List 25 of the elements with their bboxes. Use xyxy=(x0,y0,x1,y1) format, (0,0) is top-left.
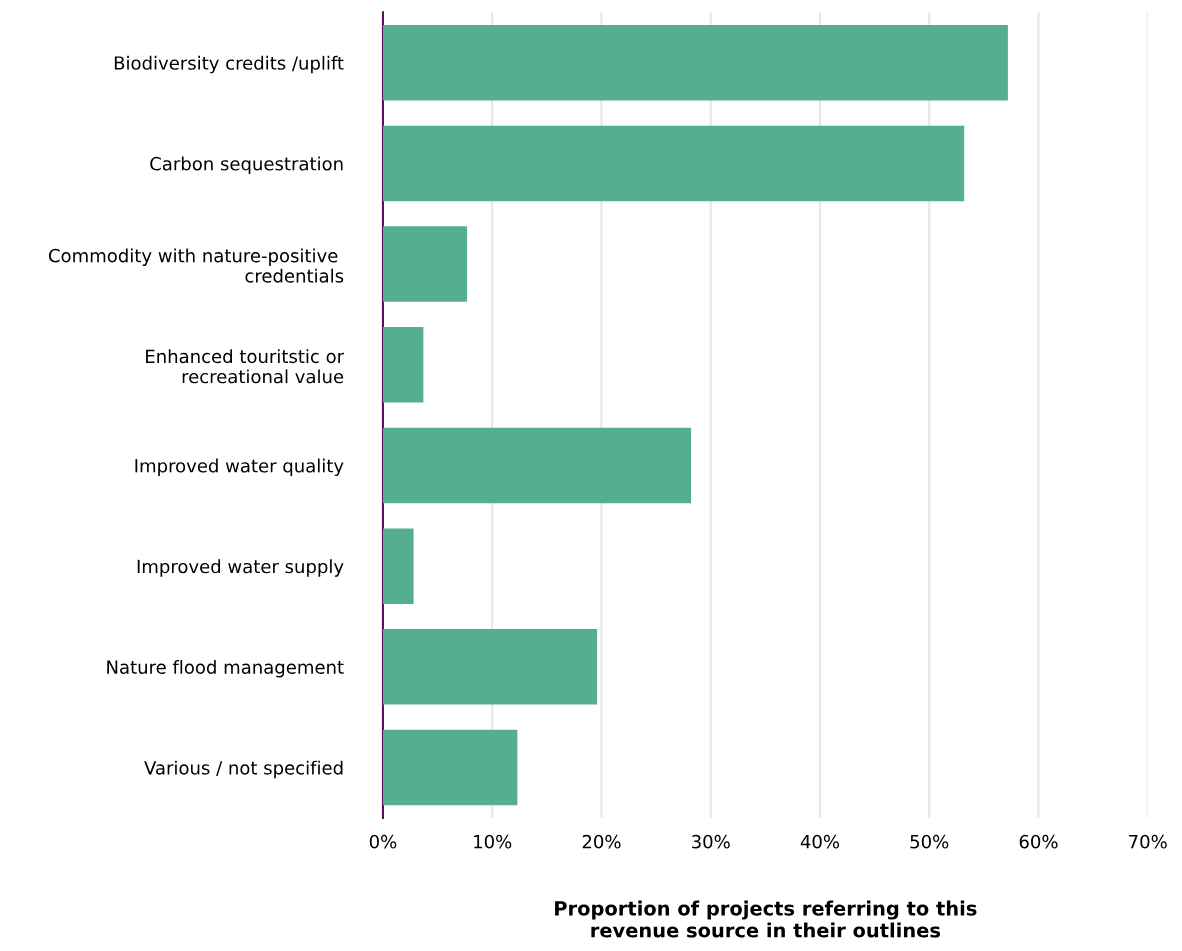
y-tick-label: Commodity with nature-positive credentials xyxy=(48,248,344,283)
x-tick-label: 60% xyxy=(1019,834,1058,849)
x-tick-label: 50% xyxy=(910,834,949,849)
y-tick-label: Carbon sequestration xyxy=(150,156,343,175)
y-tick-label: Various / not specified xyxy=(144,760,343,779)
x-tick-label: 70% xyxy=(1129,834,1167,849)
x-axis-title: Proportion of projects referring to this revenue source in their outlines xyxy=(555,900,977,938)
bar xyxy=(382,629,598,705)
x-tick-label: 40% xyxy=(800,834,840,849)
y-tick-label: Biodiversity credits /uplift xyxy=(114,55,344,74)
bar xyxy=(382,24,1008,101)
bar xyxy=(382,226,468,302)
x-tick-label: 10% xyxy=(474,834,512,849)
bar xyxy=(382,327,424,403)
x-tick-label: 20% xyxy=(582,834,621,849)
bar xyxy=(382,427,692,504)
y-tick-label: Enhanced touritstic or recreational value xyxy=(146,349,345,384)
x-tick-label: 0% xyxy=(369,834,397,849)
y-tick-label: Improved water quality xyxy=(135,458,344,477)
bar xyxy=(382,729,518,806)
bar xyxy=(382,528,414,604)
y-tick-label: Improved water supply xyxy=(137,559,344,577)
bar xyxy=(382,125,965,202)
x-tick-label: 30% xyxy=(692,834,730,849)
y-tick-label: Nature flood management xyxy=(107,659,344,678)
